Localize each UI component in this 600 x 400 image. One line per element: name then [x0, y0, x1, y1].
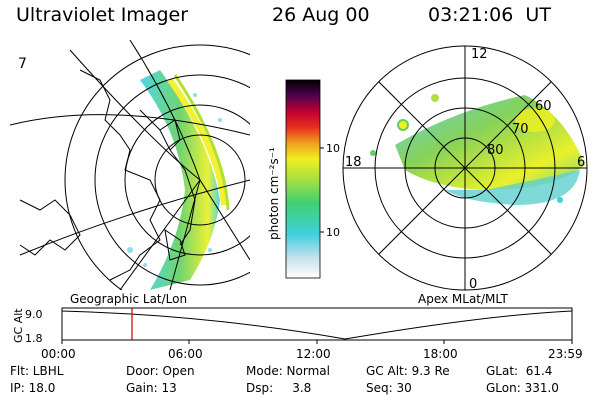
mlt-label-6: 6 — [577, 155, 585, 170]
alt-ytick-high: 9.0 — [25, 308, 43, 321]
info-gc-alt: GC Alt: 9.3 Re — [366, 364, 450, 378]
alt-ytick-low: 1.8 — [25, 332, 43, 345]
info-glat: GLat: 61.4 — [486, 364, 553, 378]
lat-label-80: 80 — [487, 143, 504, 158]
alt-xtick-1: 06:00 — [168, 347, 203, 361]
altitude-plot: GC Alt 9.0 1.8 00:00 06:00 12:00 18:00 2… — [12, 307, 583, 361]
mlt-label-18: 18 — [345, 155, 362, 170]
polar-plot: 12 18 6 0 60 70 80 — [342, 45, 588, 292]
polar-panel-label: Apex MLat/MLT — [418, 292, 508, 306]
corner-mark: 7 — [18, 56, 27, 72]
info-glon: GLon: 331.0 — [486, 381, 559, 395]
info-mode: Mode: Normal — [246, 364, 330, 378]
info-filter: Flt: LBHL — [10, 364, 64, 378]
info-seq: Seq: 30 — [366, 381, 412, 395]
geographic-map: 7 — [10, 40, 250, 290]
lat-label-70: 70 — [512, 122, 529, 137]
alt-xtick-4: 23:59 — [548, 347, 583, 361]
mlt-label-0: 0 — [469, 277, 477, 292]
alt-xtick-3: 18:00 — [423, 347, 458, 361]
image-date: 26 Aug 00 — [272, 4, 370, 26]
image-title: Ultraviolet Imager — [16, 4, 189, 26]
alt-ylabel: GC Alt — [12, 308, 25, 343]
info-dsp: Dsp: 3.8 — [246, 381, 312, 395]
info-gain: Gain: 13 — [126, 381, 177, 395]
colorbar: 100 10 photon cm⁻²s⁻¹ — [267, 79, 340, 279]
info-door: Door: Open — [126, 364, 195, 378]
alt-xtick-0: 00:00 — [41, 347, 76, 361]
colorbar-unit-label: photon cm⁻²s⁻¹ — [267, 147, 281, 240]
image-time: 03:21:06 UT — [428, 4, 551, 26]
alt-xtick-2: 12:00 — [296, 347, 331, 361]
colorbar-tick-10: 10 — [326, 226, 340, 239]
mlt-label-12: 12 — [471, 47, 488, 62]
info-ip: IP: 18.0 — [10, 381, 56, 395]
geo-panel-label: Geographic Lat/Lon — [70, 292, 188, 306]
lat-label-60: 60 — [535, 99, 552, 114]
colorbar-tick-100: 100 — [326, 142, 340, 155]
